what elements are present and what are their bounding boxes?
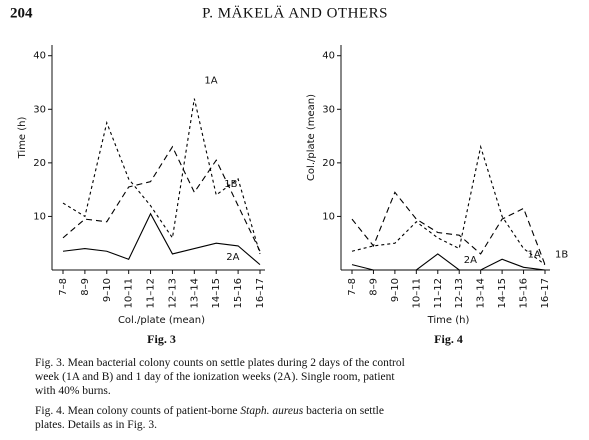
x-tick-label: 14–15 <box>497 278 508 308</box>
series-label: 2A <box>226 252 239 263</box>
series-label: 2A <box>464 255 477 266</box>
x-tick-label: 10–11 <box>124 278 135 308</box>
series-line <box>62 98 261 255</box>
series-label: 1A <box>204 76 217 87</box>
caption-text: bacteria on settle plates. Details as in… <box>35 405 384 431</box>
x-tick-label: 10–11 <box>411 278 422 308</box>
series-line <box>62 212 261 266</box>
series-line <box>62 145 261 252</box>
series-line <box>351 144 546 266</box>
caption: Fig. 4. Mean colony counts of patient-bo… <box>35 404 415 432</box>
y-tick-label: 10 <box>322 211 335 222</box>
x-tick-label: 14–15 <box>211 278 222 308</box>
y-tick-label: 30 <box>33 104 46 115</box>
x-axis-label: Time (h) <box>427 315 470 326</box>
series-label: 1A <box>528 250 541 261</box>
x-tick-label: 11–12 <box>146 278 157 308</box>
y-tick-label: 10 <box>33 211 46 222</box>
figure-label: Fig. 3 <box>147 332 176 346</box>
y-axis-label: Time (h) <box>17 117 28 160</box>
x-tick-label: 8–9 <box>80 278 91 296</box>
y-tick-label: 20 <box>322 158 335 169</box>
caption-text: Staph. aureus <box>240 405 304 417</box>
figure-label: Fig. 4 <box>434 332 463 346</box>
x-tick-label: 15–16 <box>233 278 244 308</box>
x-tick-label: 11–12 <box>433 278 444 308</box>
x-tick-label: 9–10 <box>390 278 401 302</box>
x-tick-label: 7–8 <box>347 278 358 296</box>
figures: 204 P. MÄKELÄ AND OTHERS 10 20 30 40 7–8 8–9 9… <box>10 4 568 346</box>
series-label: 1B <box>224 179 237 190</box>
x-tick-label: 12–13 <box>454 278 465 308</box>
page-number: 204 <box>10 5 33 21</box>
caption-text: Fig. 3. Mean bacterial colony counts on … <box>35 357 405 397</box>
series-label: 1B <box>555 250 568 261</box>
y-axis-label: Col./plate (mean) <box>306 94 317 181</box>
running-title: P. MÄKELÄ AND OTHERS <box>202 4 388 21</box>
x-tick-label: 9–10 <box>102 278 113 302</box>
x-tick-label: 13–14 <box>189 278 200 308</box>
x-tick-label: 8–9 <box>368 278 379 296</box>
caption-text: Fig. 4. Mean colony counts of patient-bo… <box>35 405 241 417</box>
captions: Fig. 3. Mean bacterial colony counts on … <box>35 356 415 438</box>
y-tick-label: 40 <box>33 51 46 62</box>
y-tick-label: 40 <box>322 51 335 62</box>
x-tick-label: 16–17 <box>540 278 551 308</box>
x-tick-label: 12–13 <box>167 278 178 308</box>
x-tick-label: 7–8 <box>58 278 69 296</box>
y-tick-label: 30 <box>322 104 335 115</box>
x-tick-label: 16–17 <box>255 278 266 308</box>
x-axis-label: Col./plate (mean) <box>118 315 205 326</box>
x-tick-label: 15–16 <box>519 278 530 308</box>
caption: Fig. 3. Mean bacterial colony counts on … <box>35 356 415 398</box>
x-tick-label: 13–14 <box>476 278 487 308</box>
series-line <box>351 253 546 271</box>
y-tick-label: 20 <box>33 158 46 169</box>
series-line <box>351 191 546 265</box>
